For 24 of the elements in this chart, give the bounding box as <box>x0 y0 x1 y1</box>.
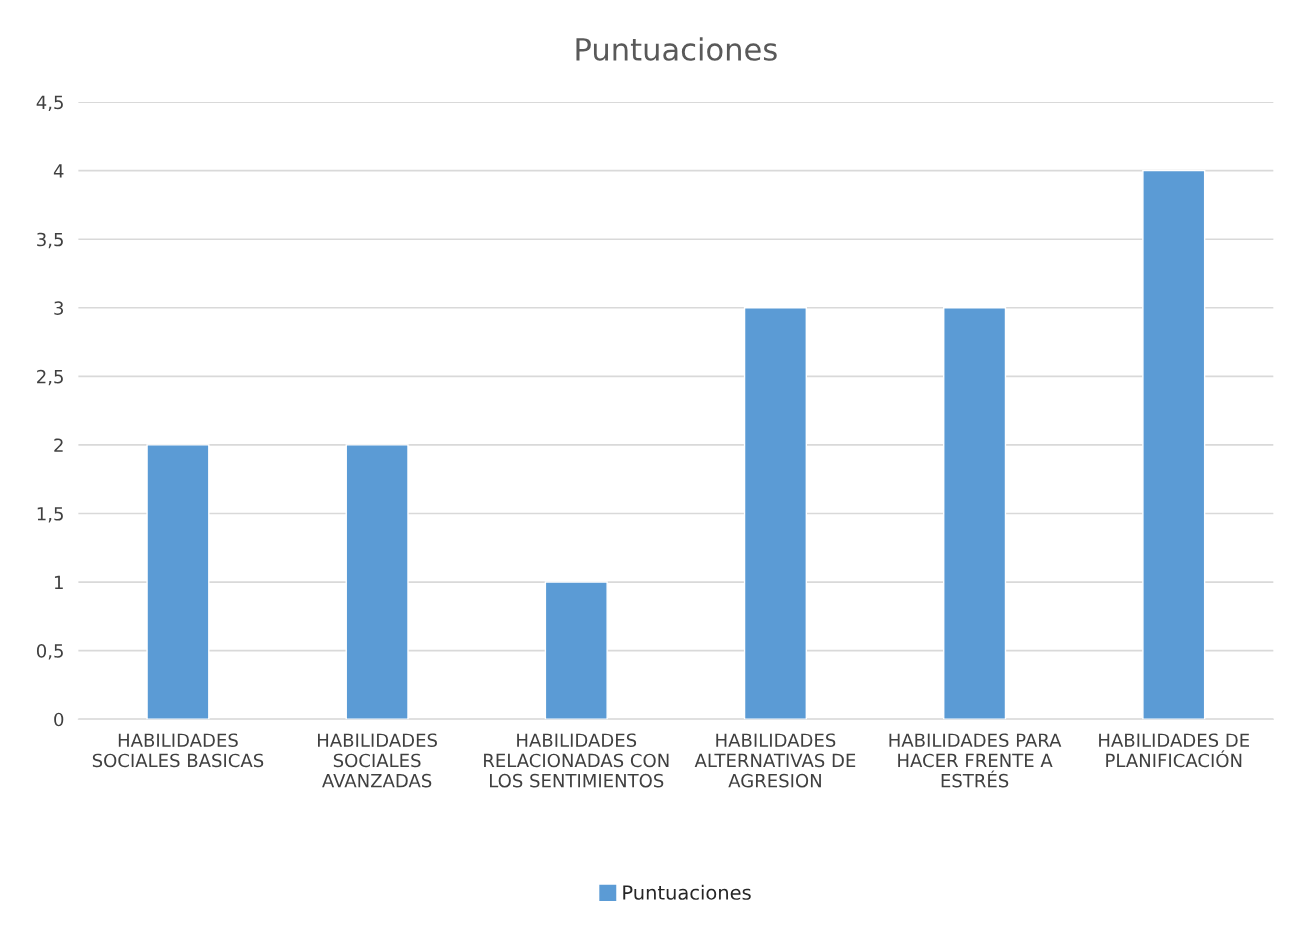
y-tick-label: 0 <box>54 712 64 727</box>
bar <box>146 444 210 720</box>
bar <box>544 581 608 720</box>
x-tick-label: HABILIDADES PARA HACER FRENTE A ESTRÉS <box>889 733 1062 788</box>
x-tick-label: HABILIDADES ALTERNATIVAS DE AGRESION <box>694 733 856 788</box>
y-tick-label: 2,5 <box>37 369 63 386</box>
chart-title: Puntuaciones <box>576 37 777 61</box>
y-tick-label: 3,5 <box>37 232 63 249</box>
x-tick-label: HABILIDADES SOCIALES BASICAS <box>92 733 264 768</box>
y-tick-label: 3 <box>54 301 64 315</box>
x-tick-label: HABILIDADES DE PLANIFICACIÓN <box>1099 733 1249 768</box>
bar <box>1142 169 1206 720</box>
bar <box>345 444 409 720</box>
y-tick-label: 1,5 <box>37 507 63 523</box>
y-tick-label: 4,5 <box>36 95 63 112</box>
bar <box>943 307 1007 720</box>
legend-label: Puntuaciones <box>623 884 751 900</box>
y-tick-label: 2 <box>54 438 63 452</box>
y-tick-label: 1 <box>54 575 63 589</box>
x-tick-label: HABILIDADES SOCIALES AVANZADAS <box>318 733 437 788</box>
bar <box>743 307 808 720</box>
y-tick-label: 4 <box>53 164 64 178</box>
x-tick-label: HABILIDADES RELACIONADAS CON LOS SENTIMIENTOS <box>484 733 669 788</box>
y-tick-label: 0,5 <box>36 644 63 660</box>
